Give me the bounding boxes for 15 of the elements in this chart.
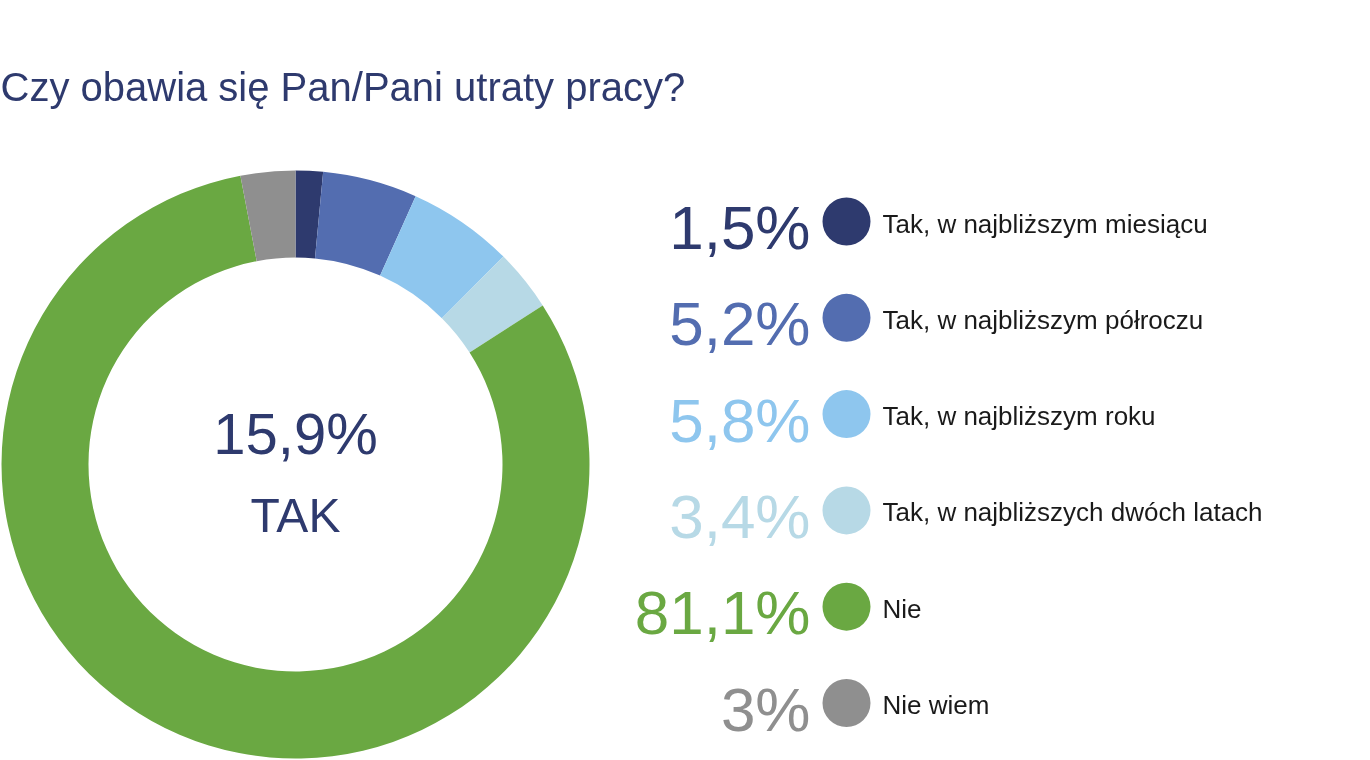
data-label: 81,1%	[634, 578, 811, 648]
legend-label: Tak, w najbliższych dwóch latach	[882, 497, 1263, 528]
data-label: 1,5%	[669, 193, 811, 262]
text: TAK	[250, 489, 341, 542]
legend-label: Tak, w najbliższym półroczu	[882, 304, 1204, 335]
legend-label: Tak, w najbliższym miesiącu	[882, 208, 1208, 239]
chart-title: Czy obawia się Pan/Pani utraty pracy?	[0, 64, 686, 109]
legend-label: Tak, w najbliższym roku	[882, 401, 1156, 432]
text: 15,9%	[213, 401, 378, 466]
legend-label: Nie	[882, 593, 922, 624]
data-label: 3,4%	[669, 481, 811, 551]
data-label: 5,2%	[669, 289, 811, 359]
data-label: 3%	[720, 674, 811, 744]
legend-label: Nie wiem	[882, 690, 990, 720]
data-label: 5,8%	[669, 385, 811, 455]
